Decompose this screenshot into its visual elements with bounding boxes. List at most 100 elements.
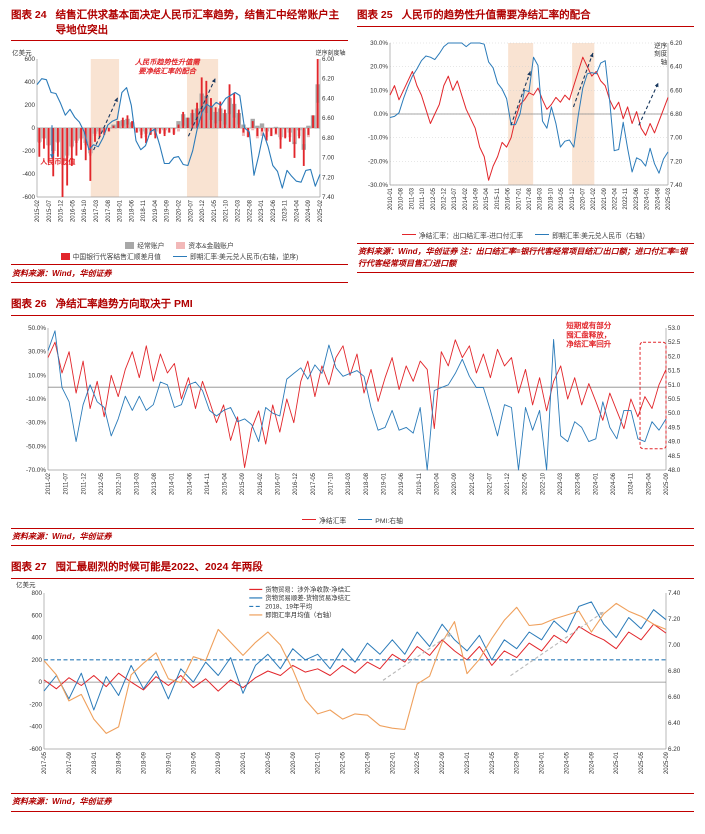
svg-text:逆序: 逆序: [654, 40, 668, 49]
svg-text:-70.0%: -70.0%: [26, 467, 46, 474]
svg-text:2016-06: 2016-06: [506, 187, 512, 210]
top-figures-row: 图表 24 结售汇供求基本面决定人民币汇率趋势，结售汇中经常账户主导地位突出 6…: [11, 8, 694, 283]
svg-text:囤汇盘释放，: 囤汇盘释放，: [566, 329, 611, 339]
svg-text:2020-02: 2020-02: [177, 200, 183, 223]
svg-text:20.0%: 20.0%: [370, 63, 388, 70]
svg-text:2011-10: 2011-10: [420, 187, 426, 209]
svg-text:30.0%: 30.0%: [28, 348, 46, 355]
legend-swatch-box: [125, 241, 135, 249]
svg-text:49.5: 49.5: [668, 424, 681, 431]
svg-text:2019-01: 2019-01: [166, 751, 172, 774]
svg-text:7.00: 7.00: [668, 642, 681, 649]
svg-text:短期或有部分: 短期或有部分: [566, 320, 611, 330]
svg-text:2020-07: 2020-07: [188, 200, 194, 223]
legend-item: 即期汇率:美元兑人民币(右轴，逆序): [172, 251, 298, 261]
legend-label: 净结汇率：出口结汇率-进口付汇率: [418, 232, 524, 240]
svg-text:2024-06: 2024-06: [611, 472, 617, 495]
svg-text:2021-02: 2021-02: [591, 187, 597, 210]
svg-text:7.40: 7.40: [670, 182, 683, 189]
svg-text:2025-03: 2025-03: [666, 187, 672, 210]
svg-text:2021-12: 2021-12: [505, 472, 511, 495]
svg-text:-200: -200: [22, 148, 35, 155]
svg-text:50.0%: 50.0%: [28, 325, 46, 332]
svg-text:2023-08: 2023-08: [576, 472, 582, 495]
svg-text:-30.0%: -30.0%: [368, 182, 388, 189]
svg-text:净结汇率回升: 净结汇率回升: [566, 338, 611, 348]
svg-text:2021-05: 2021-05: [341, 751, 347, 774]
svg-text:2010-01: 2010-01: [388, 187, 394, 210]
legend-swatch-box: [176, 241, 186, 249]
svg-text:2013-07: 2013-07: [452, 187, 458, 210]
svg-text:2019-11: 2019-11: [417, 472, 423, 494]
svg-text:2012-12: 2012-12: [441, 187, 447, 210]
svg-text:2017-10: 2017-10: [329, 472, 335, 495]
svg-text:6.20: 6.20: [322, 76, 335, 83]
svg-text:2020-09: 2020-09: [452, 472, 458, 495]
svg-text:6.60: 6.60: [668, 694, 681, 701]
legend-swatch-box: [60, 252, 70, 260]
svg-text:400: 400: [24, 79, 35, 86]
svg-text:-400: -400: [29, 724, 42, 731]
svg-text:0.0%: 0.0%: [374, 111, 389, 118]
svg-text:2017-03: 2017-03: [94, 200, 100, 223]
svg-text:50.5: 50.5: [668, 396, 681, 403]
svg-text:2018-06: 2018-06: [129, 200, 135, 223]
figure-24: 图表 24 结售汇供求基本面决定人民币汇率趋势，结售汇中经常账户主导地位突出 6…: [11, 8, 348, 283]
svg-text:52.5: 52.5: [668, 339, 681, 346]
svg-text:6.60: 6.60: [670, 87, 683, 94]
svg-text:2020-04: 2020-04: [434, 472, 440, 495]
svg-text:2024-09: 2024-09: [306, 200, 312, 223]
legend-swatch-line: [535, 234, 550, 236]
svg-text:2020-07: 2020-07: [580, 187, 586, 210]
svg-text:7.40: 7.40: [668, 590, 681, 597]
svg-text:2016-05: 2016-05: [70, 200, 76, 223]
chart-27-canvas: 800 600 400 200 0 -200 -400 -600 7.40 7.20 7.00 6.8…: [16, 581, 681, 774]
svg-text:2018、19年平均: 2018、19年平均: [265, 601, 312, 610]
svg-text:200: 200: [31, 657, 42, 664]
svg-text:2015-07: 2015-07: [47, 200, 53, 223]
svg-text:-10.0%: -10.0%: [26, 396, 46, 403]
figure-27-tag: 图表 27: [11, 561, 47, 574]
legend-label: PMI:右轴: [375, 517, 403, 525]
svg-text:2018-03: 2018-03: [346, 472, 352, 495]
legend-swatch-line: [302, 519, 317, 521]
figure-25-title-text: 人民币的趋势性升值需要净结汇率的配合: [401, 9, 591, 21]
svg-text:7.40: 7.40: [322, 194, 335, 201]
svg-text:2019-09: 2019-09: [216, 751, 222, 774]
svg-text:2013-03: 2013-03: [134, 472, 140, 495]
svg-text:2011-07: 2011-07: [64, 472, 70, 494]
chart-26-canvas: 50.0% 30.0% 10.0% -10.0% -30.0% -50.0% -70.0% 5…: [26, 320, 681, 495]
svg-text:48.5: 48.5: [668, 452, 681, 459]
svg-text:2013-08: 2013-08: [152, 472, 158, 495]
svg-text:-600: -600: [22, 194, 35, 201]
svg-text:600: 600: [24, 56, 35, 63]
svg-text:2018-05: 2018-05: [117, 751, 123, 774]
svg-text:2024-08: 2024-08: [655, 187, 661, 210]
legend-swatch-line: [172, 255, 187, 257]
svg-text:2021-01: 2021-01: [316, 751, 322, 774]
chart-25-legend: 净结汇率：出口结汇率-进口付汇率 即期汇率:美元兑人民币（右轴）: [357, 230, 694, 240]
svg-text:2017-05: 2017-05: [42, 751, 48, 774]
source-text: 资料来源：Wind，华创证券: [12, 797, 112, 807]
svg-text:-200: -200: [29, 701, 42, 708]
svg-text:2017-08: 2017-08: [527, 187, 533, 210]
svg-text:2014-06: 2014-06: [187, 472, 193, 495]
svg-text:2023-06: 2023-06: [271, 200, 277, 223]
svg-text:轴: 轴: [661, 57, 668, 66]
svg-text:2017-01: 2017-01: [516, 187, 522, 210]
svg-text:2018-11: 2018-11: [141, 200, 147, 222]
svg-text:2018-01: 2018-01: [118, 200, 124, 223]
figure-25-source: 资料来源：Wind，华创证券 注：出口结汇率=银行代客经常项目结汇/出口额；进口…: [357, 242, 694, 273]
svg-text:2020-01: 2020-01: [241, 751, 247, 774]
svg-text:800: 800: [31, 590, 42, 597]
svg-text:2015-09: 2015-09: [240, 472, 246, 495]
legend-item: 净结汇率: [302, 515, 346, 525]
svg-text:刻度: 刻度: [654, 48, 668, 57]
svg-text:7.20: 7.20: [322, 175, 335, 182]
svg-text:2017-05: 2017-05: [311, 472, 317, 495]
svg-text:2025-02: 2025-02: [318, 200, 324, 223]
svg-text:2023-09: 2023-09: [515, 751, 521, 774]
svg-text:2025-05: 2025-05: [639, 751, 645, 774]
svg-text:人民币贬值: 人民币贬值: [40, 157, 75, 166]
svg-text:2017-08: 2017-08: [106, 200, 112, 223]
